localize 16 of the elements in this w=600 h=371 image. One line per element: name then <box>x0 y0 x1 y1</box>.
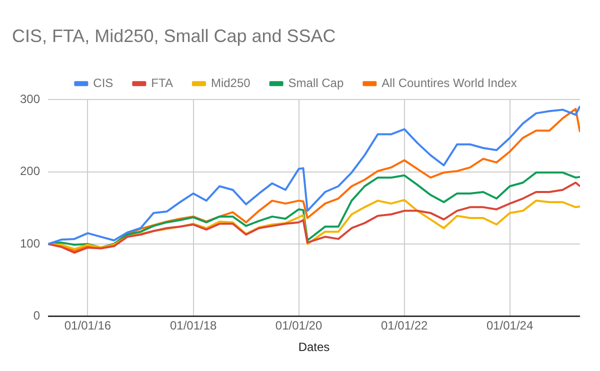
x-tick-label: 01/01/18 <box>170 318 218 333</box>
x-tick-label: 01/01/22 <box>381 318 428 333</box>
y-tick-label: 200 <box>20 164 40 178</box>
y-tick-label: 300 <box>20 92 40 106</box>
legend-label: All Countires World Index <box>382 76 517 90</box>
legend-label: Small Cap <box>288 76 344 90</box>
y-tick-label: 100 <box>20 236 40 250</box>
legend-label: Mid250 <box>210 76 251 90</box>
x-tick-label: 01/01/24 <box>486 318 534 333</box>
legend-label: FTA <box>151 76 173 90</box>
y-tick-label: 0 <box>33 308 40 323</box>
x-tick-label: 01/01/16 <box>64 318 112 333</box>
x-axis-title: Dates <box>298 340 330 354</box>
chart-title: CIS, FTA, Mid250, Small Cap and SSAC <box>12 26 336 46</box>
legend-label: CIS <box>93 76 114 90</box>
x-tick-label: 01/01/20 <box>275 318 322 333</box>
